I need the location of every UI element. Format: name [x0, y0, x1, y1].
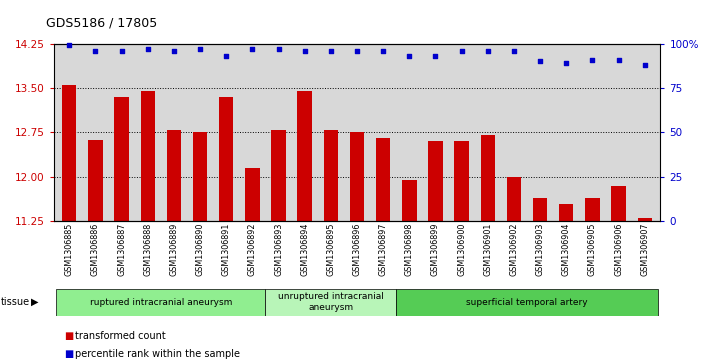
Bar — [611, 186, 625, 221]
Point — [560, 60, 572, 66]
Point — [194, 46, 206, 52]
Bar — [114, 97, 129, 221]
Point — [299, 48, 311, 54]
Point — [534, 58, 545, 64]
Point — [403, 53, 415, 59]
Bar — [141, 91, 155, 221]
Bar — [323, 130, 338, 221]
Point — [351, 48, 363, 54]
Point — [116, 48, 127, 54]
Point — [90, 48, 101, 54]
Text: ■: ■ — [64, 349, 74, 359]
Point — [221, 53, 232, 59]
Text: superficial temporal artery: superficial temporal artery — [466, 298, 588, 307]
Bar — [376, 138, 391, 221]
Text: unruptured intracranial
aneurysm: unruptured intracranial aneurysm — [278, 293, 384, 312]
Text: ■: ■ — [64, 331, 74, 341]
Bar — [219, 97, 233, 221]
Point — [639, 62, 650, 68]
Text: ▶: ▶ — [31, 297, 38, 307]
Text: percentile rank within the sample: percentile rank within the sample — [75, 349, 240, 359]
Point — [378, 48, 389, 54]
Point — [325, 48, 336, 54]
Bar — [585, 198, 600, 221]
Bar — [454, 142, 469, 221]
Bar — [271, 130, 286, 221]
Bar — [298, 91, 312, 221]
Bar — [89, 140, 103, 221]
Bar — [193, 132, 207, 221]
Bar — [350, 132, 364, 221]
Bar — [481, 135, 495, 221]
Text: tissue: tissue — [1, 297, 30, 307]
Bar — [56, 289, 266, 316]
Bar — [62, 85, 76, 221]
Point — [273, 46, 284, 52]
Point — [169, 48, 180, 54]
Bar — [396, 289, 658, 316]
Bar — [638, 219, 652, 221]
Point — [613, 57, 624, 62]
Point — [482, 48, 493, 54]
Bar — [559, 204, 573, 221]
Text: GDS5186 / 17805: GDS5186 / 17805 — [46, 16, 158, 29]
Point — [246, 46, 258, 52]
Bar — [428, 142, 443, 221]
Point — [64, 42, 75, 48]
Bar — [402, 180, 416, 221]
Bar — [533, 198, 548, 221]
Bar — [507, 177, 521, 221]
Point — [430, 53, 441, 59]
Bar — [245, 168, 260, 221]
Bar — [166, 130, 181, 221]
Point — [587, 57, 598, 62]
Point — [456, 48, 468, 54]
Bar — [266, 289, 396, 316]
Text: ruptured intracranial aneurysm: ruptured intracranial aneurysm — [90, 298, 232, 307]
Point — [508, 48, 520, 54]
Point — [142, 46, 154, 52]
Text: transformed count: transformed count — [75, 331, 166, 341]
